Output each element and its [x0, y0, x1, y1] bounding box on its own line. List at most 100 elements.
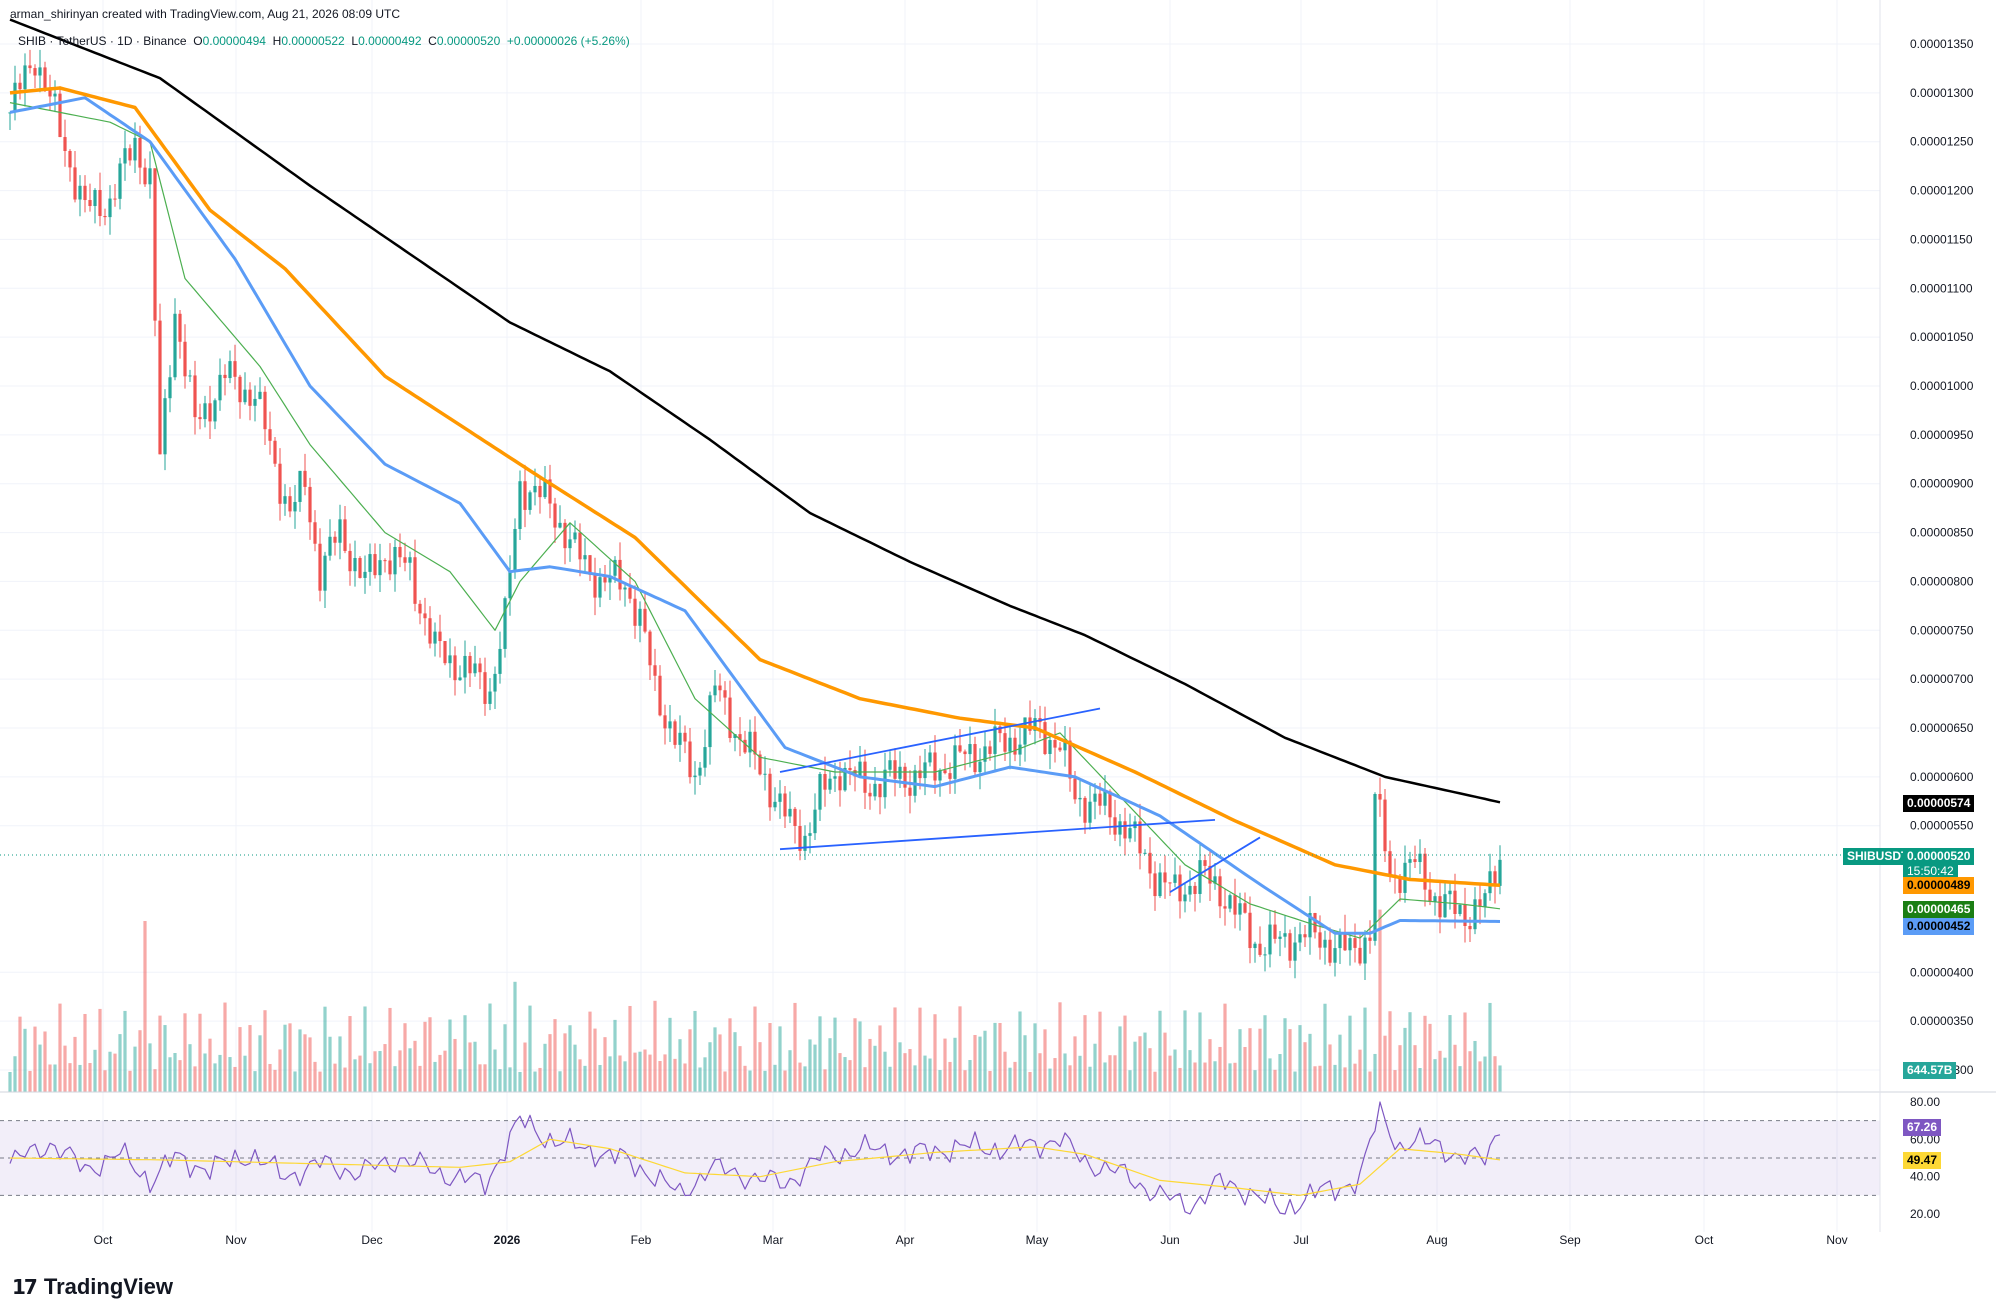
- volume-bar: [773, 1064, 777, 1092]
- candle-body: [1323, 939, 1327, 948]
- volume-bar: [248, 1025, 252, 1092]
- volume-bar: [438, 1054, 442, 1092]
- volume-bar: [1213, 1061, 1217, 1092]
- volume-bar: [898, 1042, 902, 1092]
- tradingview-logo[interactable]: 𝟭𝟳 TradingView: [12, 1274, 173, 1300]
- candle-body: [1213, 876, 1217, 884]
- volume-bar: [833, 1017, 837, 1092]
- volume-bar: [1013, 1061, 1017, 1092]
- candle-body: [1053, 740, 1057, 748]
- volume-bar: [193, 1066, 197, 1092]
- volume-bar: [838, 1053, 842, 1092]
- candle-body: [858, 761, 862, 777]
- trendline: [779, 818, 1216, 851]
- volume-bar: [418, 1065, 422, 1092]
- volume-bar: [318, 1071, 322, 1092]
- volume-bar: [1188, 1050, 1192, 1092]
- ma50-badge: 0.00000452: [1903, 918, 1975, 935]
- candle-body: [1298, 934, 1302, 943]
- volume-bar: [178, 1060, 182, 1092]
- volume-bar: [1288, 1029, 1292, 1092]
- candle-body: [508, 571, 512, 599]
- volume-bar: [1258, 1028, 1262, 1092]
- candle-body: [648, 631, 652, 666]
- candle-body: [1248, 912, 1252, 949]
- price-tick-label: 0.00000400: [1910, 965, 1974, 979]
- candle-body: [1243, 903, 1247, 913]
- volume-bar: [158, 1015, 162, 1092]
- volume-bar: [1423, 1015, 1427, 1092]
- candle-body: [1458, 904, 1462, 914]
- candle-body: [153, 168, 157, 321]
- ma50-line: [9, 96, 1501, 935]
- volume-bar: [498, 1069, 502, 1092]
- volume-bar: [663, 1054, 667, 1092]
- candle-body: [948, 773, 952, 779]
- volume-bar: [973, 1034, 977, 1092]
- volume-bar: [233, 1066, 237, 1092]
- price-tick-label: 0.00000550: [1910, 819, 1974, 833]
- volume-badge: 644.57B: [1903, 1062, 1957, 1079]
- price-tick-label: 0.00000950: [1910, 428, 1974, 442]
- candle-body: [643, 608, 647, 632]
- candle-body: [568, 539, 572, 549]
- candle-body: [113, 198, 117, 200]
- volume-bar: [558, 1071, 562, 1092]
- volume-bar: [228, 1057, 232, 1092]
- volume-bar: [1438, 1050, 1442, 1092]
- close-value: 0.00000520: [436, 34, 501, 48]
- rsi-tick-label: 80.00: [1910, 1095, 1940, 1109]
- candle-body: [398, 546, 402, 558]
- interval[interactable]: 1D: [117, 34, 133, 48]
- volume-bar: [1323, 1003, 1327, 1092]
- volume-bar: [1298, 1025, 1302, 1092]
- time-tick-label: Apr: [896, 1233, 915, 1247]
- time-tick-label: Dec: [361, 1233, 382, 1247]
- volume-bar: [743, 1065, 747, 1092]
- volume-bar: [1498, 1065, 1502, 1092]
- candle-body: [1153, 873, 1157, 897]
- candle-body: [348, 550, 352, 572]
- volume-bar: [758, 1042, 762, 1092]
- volume-bar: [603, 1037, 607, 1092]
- volume-bar: [763, 1070, 767, 1092]
- ma200-badge: 0.00000574: [1903, 795, 1975, 812]
- volume-bar: [1148, 1048, 1152, 1092]
- candle-body: [618, 559, 622, 590]
- volume-bar: [293, 1071, 297, 1092]
- volume-bar: [273, 1069, 277, 1092]
- candle-body: [273, 440, 277, 464]
- candle-body: [1313, 913, 1317, 933]
- volume-bar: [63, 1045, 67, 1092]
- candle-body: [898, 766, 902, 779]
- volume-bar: [818, 1016, 822, 1092]
- symbol-name[interactable]: SHIB: [18, 34, 47, 48]
- volume-bar: [383, 1044, 387, 1092]
- volume-bar: [73, 1036, 77, 1092]
- candle-body: [1093, 793, 1097, 802]
- candle-body: [888, 760, 892, 770]
- candle-body: [713, 685, 717, 696]
- trendlines[interactable]: [779, 707, 1261, 893]
- volume-bar: [1158, 1010, 1162, 1092]
- volume-bar: [503, 1024, 507, 1092]
- candle-body: [83, 185, 87, 201]
- candle-body: [843, 767, 847, 791]
- candle-body: [203, 403, 207, 420]
- candle-body: [1388, 851, 1392, 875]
- volume-bar: [1343, 1067, 1347, 1092]
- volume-bar: [1428, 1023, 1432, 1092]
- countdown-badge: 15:50:42: [1903, 863, 1958, 880]
- candle-body: [753, 731, 757, 755]
- volume-bar: [1328, 1044, 1332, 1092]
- volume-bar: [553, 1019, 557, 1092]
- candle-body: [1118, 821, 1122, 835]
- candle-body: [783, 793, 787, 817]
- candle-body: [378, 560, 382, 576]
- candle-body: [963, 751, 967, 755]
- volume-bar: [83, 1013, 87, 1092]
- candle-body: [598, 577, 602, 598]
- volume-bar: [1488, 1002, 1492, 1092]
- candle-body: [503, 598, 507, 649]
